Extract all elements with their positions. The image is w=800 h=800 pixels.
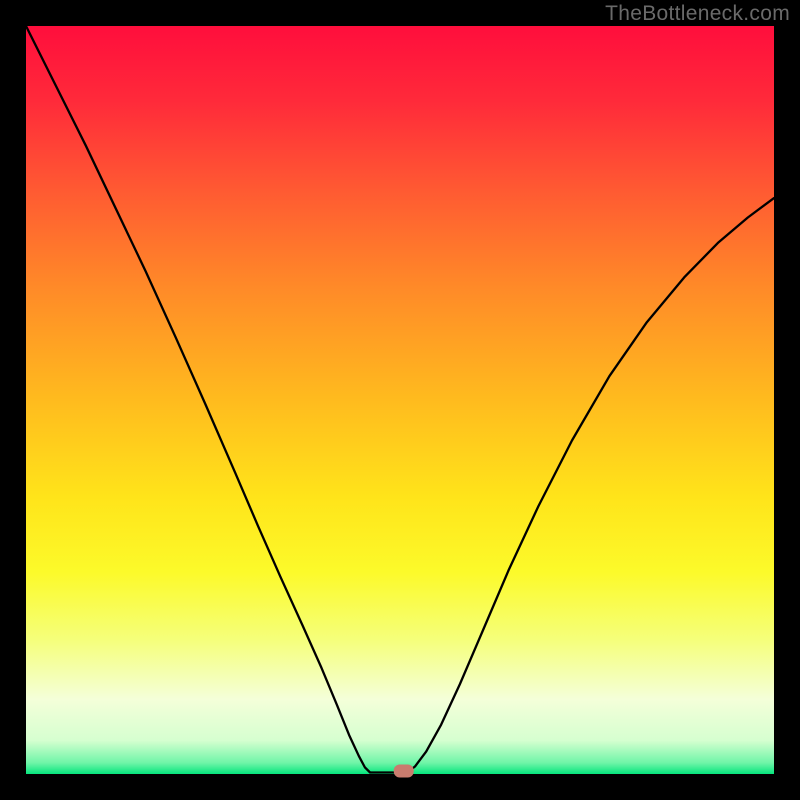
plot-area	[26, 26, 774, 774]
watermark-text: TheBottleneck.com	[605, 2, 790, 26]
chart-container: TheBottleneck.com	[0, 0, 800, 800]
optimum-marker	[394, 765, 414, 778]
bottleneck-chart	[0, 0, 800, 800]
